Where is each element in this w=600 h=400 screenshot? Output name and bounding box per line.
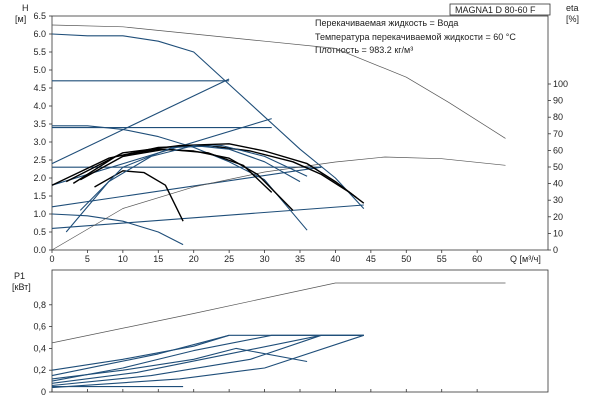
power-power-curve-8 (51, 334, 364, 389)
head-curve-2 (51, 213, 184, 246)
power-power-curve-4 (51, 334, 364, 382)
head-y-tick-label: 5.5 (33, 47, 46, 57)
flow-x-tick-label: 10 (118, 254, 128, 264)
system-curve-3 (51, 78, 230, 165)
flow-x-tick-label: 55 (437, 254, 447, 264)
flow-axis-label: Q [м³/ч] (510, 254, 541, 264)
eta-y-tick-label: 20 (553, 212, 563, 222)
head-curve-15 (79, 148, 273, 193)
head-curve-0 (51, 33, 365, 209)
head-y-tick-label: 3.0 (33, 137, 46, 147)
system-curve-6 (51, 204, 364, 229)
head-curve-18 (79, 145, 308, 211)
head-y-tick-label: 1.5 (33, 191, 46, 201)
power-axis-label: P1 (14, 271, 25, 281)
head-curve-13 (65, 143, 358, 199)
efficiency-curve-11 (51, 156, 506, 251)
power-y-tick-label: 0,6 (33, 322, 46, 332)
head-plot: 0.0 0.5 1.0 1.5 2.0 2.5 3.0 3.5 4.0 4.5 5.0 5.5 6.0 6… (33, 11, 568, 264)
head-y-tick-label: 5.0 (33, 65, 46, 75)
head-y-tick-label: 6.5 (33, 11, 46, 21)
eta-y-tick-label: 80 (553, 112, 563, 122)
head-axis-label: H (22, 3, 29, 13)
power-y-tick-label: 0,2 (33, 365, 46, 375)
flow-x-tick-label: 60 (472, 254, 482, 264)
head-plot-frame (51, 15, 549, 251)
flow-x-tick-label: 20 (189, 254, 199, 264)
info-temperature: Температура перекачиваемой жидкости = 60… (315, 32, 516, 42)
info-fluid: Перекачиваемая жидкость = Вода (315, 18, 458, 28)
flow-x-tick-label: 5 (85, 254, 90, 264)
head-curve-16 (94, 170, 184, 222)
model-title-box (449, 3, 551, 16)
head-y-tick-label: 2.5 (33, 155, 46, 165)
eta-y-tick-label: 90 (553, 96, 563, 106)
flow-x-tick-label: 25 (224, 254, 234, 264)
head-y-tick-label: 4.0 (33, 101, 46, 111)
head-y-tick-label: 3.5 (33, 119, 46, 129)
flow-x-tick-label: 30 (260, 254, 270, 264)
head-y-tick-label: 2.0 (33, 173, 46, 183)
flow-x-tick-label: 45 (366, 254, 376, 264)
eta-y-tick-label: 100 (553, 79, 568, 89)
eta-y-tick-label: 50 (553, 162, 563, 172)
power-y-tick-label: 0 (41, 387, 46, 397)
flow-x-tick-label: 35 (295, 254, 305, 264)
flow-x-tick-label: 15 (153, 254, 163, 264)
eta-y-tick-label: 0 (553, 245, 558, 255)
power-y-tick-label: 0,8 (33, 300, 46, 310)
flow-x-tick-label: 40 (330, 254, 340, 264)
head-y-tick-label: 0.5 (33, 227, 46, 237)
head-y-tick-label: 0.0 (33, 245, 46, 255)
eta-y-tick-label: 30 (553, 195, 563, 205)
power-axis-unit: [кВт] (12, 282, 31, 292)
eta-y-tick-label: 60 (553, 145, 563, 155)
model-title: MAGNA1 D 80-60 F (455, 5, 536, 15)
info-density: Плотность = 983.2 кг/м³ (315, 45, 413, 55)
max-power-curve-0 (51, 282, 506, 344)
head-axis-unit: [м] (15, 14, 26, 24)
power-power-curve-5 (51, 334, 364, 384)
power-y-tick-label: 0,4 (33, 343, 46, 353)
eta-axis-unit: [%] (566, 14, 579, 24)
power-power-curve-2 (51, 347, 308, 380)
power-plot: 0 0,2 0,4 0,6 0,8 (33, 269, 549, 397)
head-y-tick-label: 1.0 (33, 209, 46, 219)
eta-y-tick-label: 40 (553, 179, 563, 189)
eta-y-tick-label: 10 (553, 228, 563, 238)
flow-x-tick-label: 50 (401, 254, 411, 264)
flow-x-tick-label: 0 (49, 254, 54, 264)
head-y-tick-label: 4.5 (33, 83, 46, 93)
head-y-tick-label: 6.0 (33, 29, 46, 39)
eta-axis-label: eta (566, 3, 579, 13)
power-power-curve-7 (51, 334, 230, 377)
eta-y-tick-label: 70 (553, 129, 563, 139)
power-power-curve-6 (51, 334, 322, 387)
max-curve-10 (51, 24, 506, 139)
system-curve-5 (51, 166, 322, 208)
